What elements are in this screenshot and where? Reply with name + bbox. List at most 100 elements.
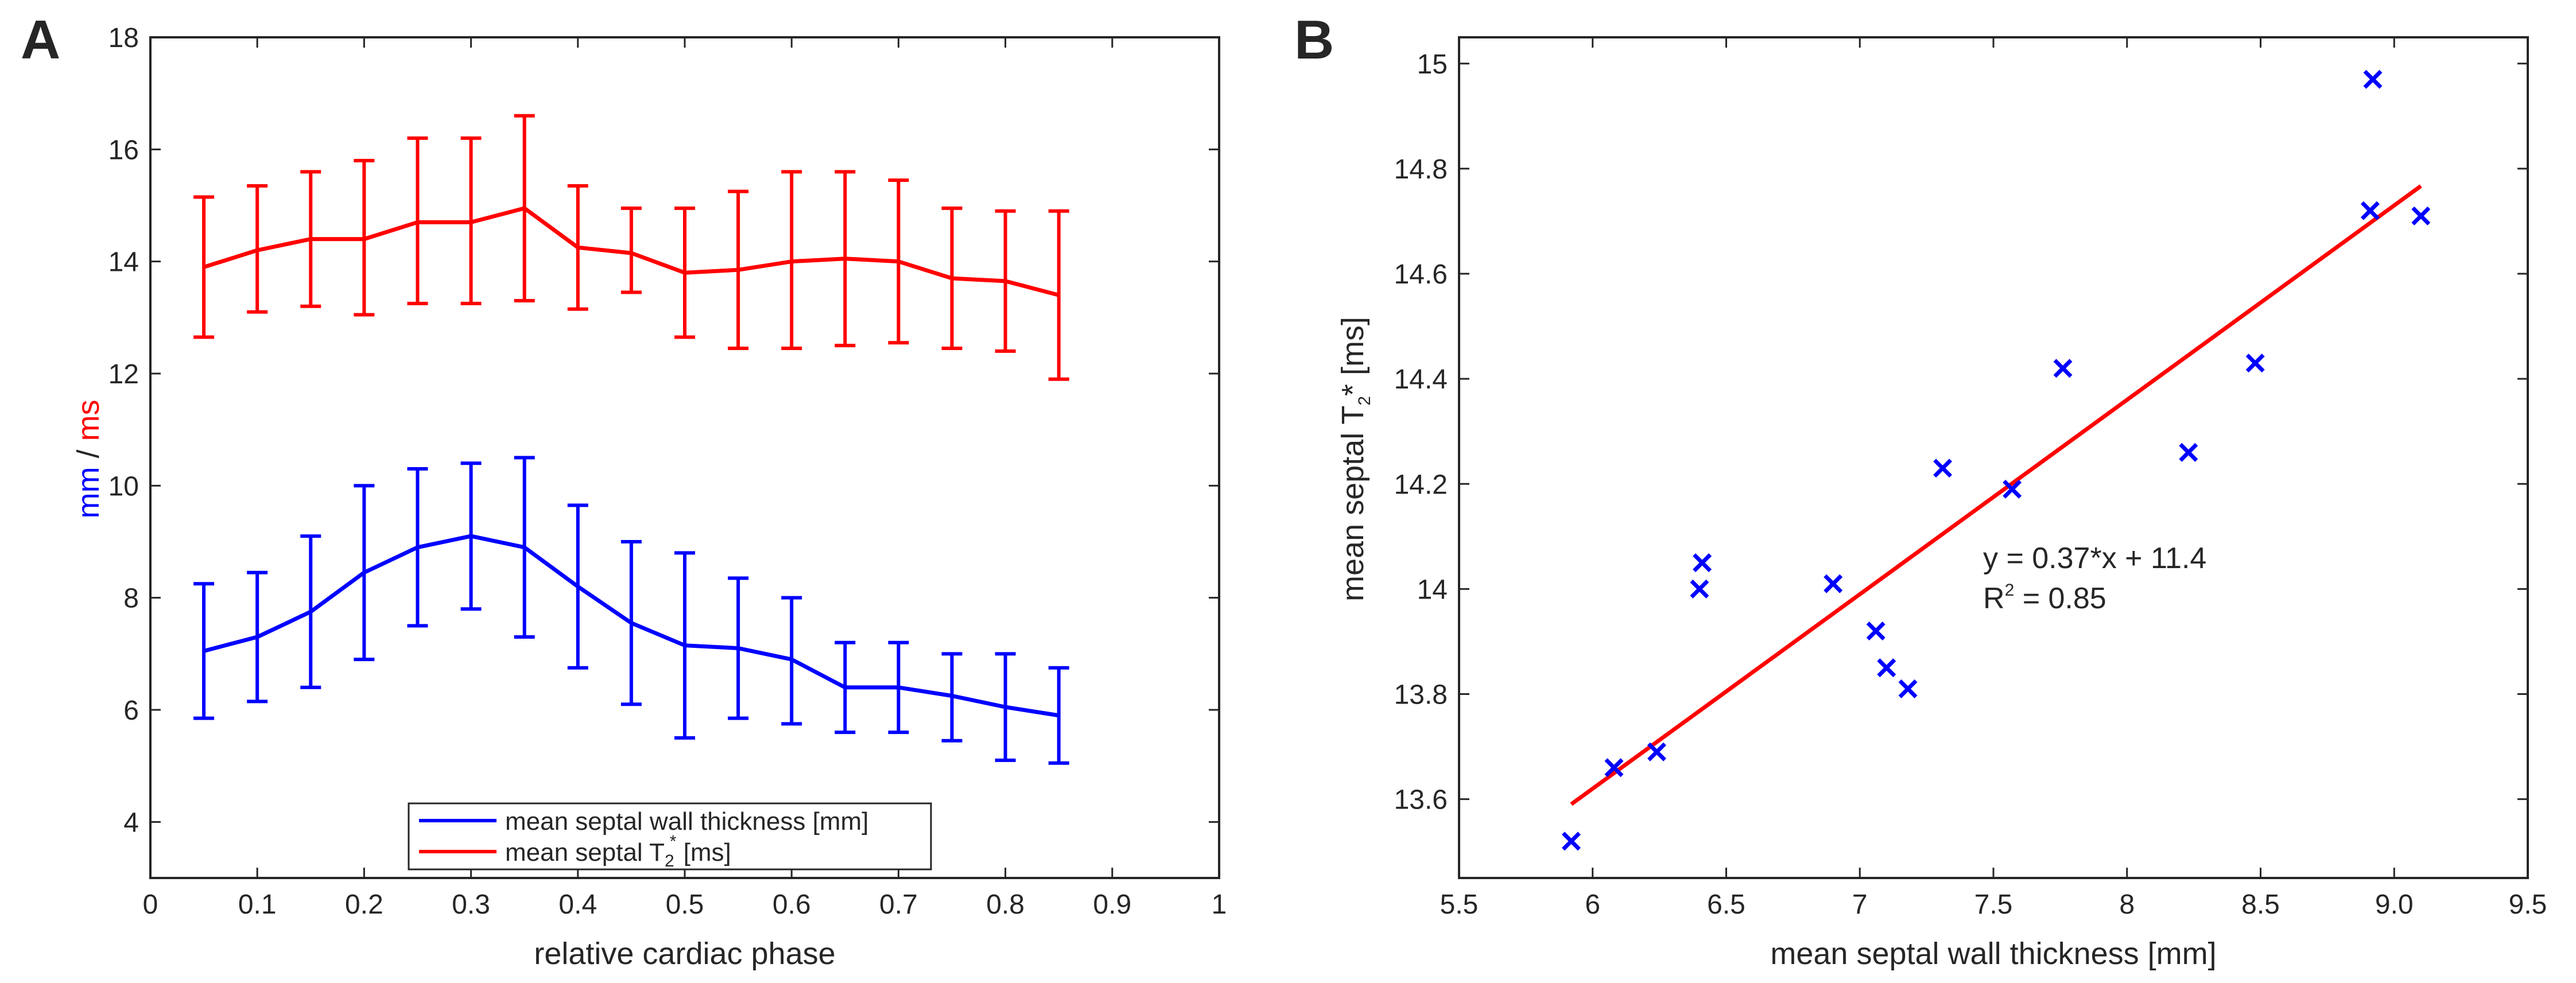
x-tick-label: 8.5 bbox=[2241, 889, 2280, 920]
r-sup: 2 bbox=[2005, 581, 2015, 600]
r-rest: = 0.85 bbox=[2014, 582, 2106, 615]
data-point bbox=[1877, 658, 1896, 678]
series-thickness bbox=[193, 456, 1069, 765]
y-tick-label: 13.8 bbox=[1394, 680, 1448, 710]
panel-a-y-axis-label: mm / ms bbox=[71, 400, 106, 519]
legend-t2-main: mean septal T bbox=[505, 838, 665, 867]
data-point-stroke bbox=[1693, 553, 1712, 573]
panel-a-y-tick-labels: 4 6 8 10 12 14 16 18 bbox=[108, 23, 139, 838]
series-line-t2star bbox=[203, 206, 1060, 297]
panel-a-x-axis-label: relative cardiac phase bbox=[534, 937, 835, 971]
data-point-stroke bbox=[2245, 353, 2265, 373]
data-point bbox=[1693, 553, 1712, 573]
data-point bbox=[2245, 353, 2265, 373]
data-point bbox=[2179, 442, 2198, 462]
data-point-stroke bbox=[2053, 359, 2073, 378]
b-ylabel-main: mean septal T bbox=[1336, 406, 1370, 601]
y-tick-label: 13.6 bbox=[1394, 785, 1448, 815]
data-point-stroke bbox=[2411, 206, 2431, 226]
legend-t2-rest: [ms] bbox=[676, 838, 731, 867]
data-point-stroke bbox=[1824, 574, 1843, 593]
data-point-stroke bbox=[1866, 621, 1886, 641]
x-tick-label: 9.0 bbox=[2375, 889, 2414, 920]
y-tick-label: 14 bbox=[1417, 574, 1448, 605]
x-tick-label: 1 bbox=[1212, 889, 1227, 920]
data-point-stroke bbox=[1898, 679, 1918, 698]
y-tick-label: 8 bbox=[123, 584, 139, 614]
x-tick-label: 0 bbox=[143, 889, 158, 920]
series-line-thickness bbox=[203, 534, 1060, 718]
legend-box bbox=[408, 802, 932, 871]
data-point bbox=[2003, 479, 2022, 499]
data-point bbox=[2363, 69, 2383, 89]
data-point bbox=[1824, 574, 1843, 593]
data-point bbox=[1562, 832, 1581, 851]
panel-b-x-axis-label: mean septal wall thickness [mm] bbox=[1770, 937, 2216, 971]
data-point-stroke bbox=[1604, 758, 1624, 778]
x-tick-label: 6 bbox=[1585, 889, 1600, 920]
y-tick-label: 12 bbox=[108, 359, 139, 390]
x-tick-label: 9.5 bbox=[2509, 889, 2547, 920]
panel-b-fit-line-group bbox=[1570, 184, 2422, 806]
data-point bbox=[1690, 579, 1709, 599]
x-tick-label: 7.5 bbox=[1974, 889, 2013, 920]
y-tick-label: 18 bbox=[108, 23, 139, 53]
x-tick-label: 5.5 bbox=[1440, 889, 1479, 920]
data-point-stroke bbox=[2179, 442, 2198, 462]
panel-b-ticks bbox=[1458, 37, 2529, 878]
x-tick-label: 0.6 bbox=[773, 889, 811, 920]
panel-a-x-tick-labels: 0 0.1 0.2 0.3 0.4 0.5 0.6 0.7 0.8 0.9 1 bbox=[143, 889, 1227, 920]
x-tick-label: 0.8 bbox=[986, 889, 1025, 920]
panel-b-x-tick-labels: 5.5 6 6.5 7 7.5 8 8.5 9.0 9.5 bbox=[1440, 889, 2547, 920]
x-tick-label: 8 bbox=[2119, 889, 2135, 920]
panel-b-axes-frame bbox=[1458, 36, 2529, 879]
legend-t2-sup: * bbox=[670, 832, 677, 851]
legend-label-t2star: mean septal T2* [ms] bbox=[505, 832, 731, 871]
x-tick-label: 0.5 bbox=[666, 889, 704, 920]
data-point-stroke bbox=[1647, 742, 1666, 761]
x-tick-label: 0.2 bbox=[345, 889, 383, 920]
x-tick-label: 6.5 bbox=[1707, 889, 1745, 920]
legend-t2-sub: 2 bbox=[665, 852, 674, 871]
series-t2star bbox=[193, 114, 1069, 381]
x-tick-label: 7 bbox=[1852, 889, 1868, 920]
fit-line bbox=[1570, 184, 2422, 806]
data-point bbox=[1647, 742, 1666, 761]
y-label-ms: ms bbox=[71, 400, 106, 441]
data-point-stroke bbox=[1877, 658, 1896, 678]
data-point bbox=[2360, 201, 2380, 220]
panel-a-axes-frame bbox=[149, 36, 1220, 879]
x-tick-label: 0.4 bbox=[558, 889, 597, 920]
b-ylabel-rest: * [ms] bbox=[1336, 317, 1370, 396]
data-point bbox=[1898, 679, 1918, 698]
legend-label-thickness: mean septal wall thickness [mm] bbox=[505, 807, 868, 836]
regression-equation: y = 0.37*x + 11.4 bbox=[1983, 542, 2206, 575]
data-point-stroke bbox=[2003, 479, 2022, 499]
data-point-stroke bbox=[1933, 459, 1953, 478]
y-tick-label: 4 bbox=[123, 807, 139, 838]
r-main: R bbox=[1983, 582, 2005, 615]
data-point bbox=[1933, 459, 1953, 478]
x-tick-label: 0.7 bbox=[879, 889, 918, 920]
data-point-stroke bbox=[1690, 579, 1709, 599]
data-point bbox=[1866, 621, 1886, 641]
data-point-stroke bbox=[1562, 832, 1581, 851]
y-tick-label: 14.4 bbox=[1394, 364, 1448, 395]
data-point-stroke bbox=[2360, 201, 2380, 220]
panel-b-label: B bbox=[1294, 9, 1334, 71]
panel-b-y-axis-label: mean septal T2* [ms] bbox=[1336, 317, 1374, 601]
y-label-slash: / bbox=[71, 441, 106, 467]
data-point bbox=[1604, 758, 1624, 778]
y-tick-label: 10 bbox=[108, 471, 139, 502]
y-tick-label: 14 bbox=[108, 247, 139, 278]
x-tick-label: 0.1 bbox=[238, 889, 277, 920]
y-tick-label: 14.2 bbox=[1394, 469, 1448, 500]
b-ylabel-sub: 2 bbox=[1355, 396, 1374, 406]
panel-a: A 0 0.1 0.2 0.3 0.4 0.5 0.6 0.7 0.8 0.9 1 4 6 8 10 12 1… bbox=[21, 9, 1227, 971]
x-tick-label: 0.9 bbox=[1093, 889, 1131, 920]
r-squared-annotation: R2 = 0.85 bbox=[1983, 581, 2106, 615]
data-point bbox=[2053, 359, 2073, 378]
x-tick-label: 0.3 bbox=[452, 889, 490, 920]
y-tick-label: 16 bbox=[108, 135, 139, 165]
